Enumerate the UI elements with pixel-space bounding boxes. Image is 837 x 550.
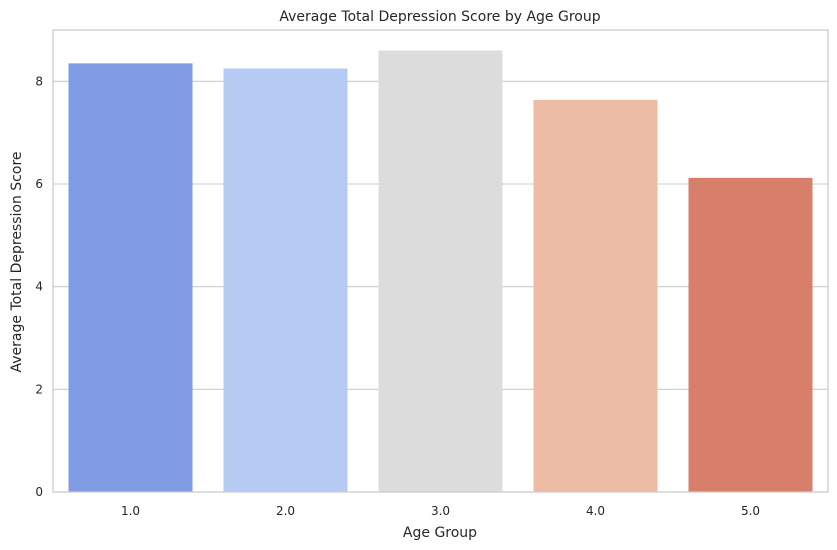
y-tick-label: 2 — [35, 382, 43, 396]
bar-age-group-1.0 — [68, 63, 193, 492]
x-tick-label: 5.0 — [741, 504, 760, 518]
bars — [68, 50, 813, 493]
y-tick-labels: 0 2 4 6 8 — [35, 74, 43, 499]
y-tick-label: 6 — [35, 177, 43, 191]
bar-age-group-2.0 — [223, 68, 348, 492]
y-axis-label: Average Total Depression Score — [9, 151, 25, 372]
plot-frame — [52, 29, 829, 493]
x-tick-label: 3.0 — [431, 504, 450, 518]
y-tick-label: 4 — [35, 280, 43, 294]
x-tick-label: 1.0 — [121, 504, 140, 518]
y-tick-label: 8 — [35, 74, 43, 88]
y-tick-label: 0 — [35, 485, 43, 499]
bar-age-group-3.0 — [378, 50, 503, 493]
x-tick-label: 4.0 — [586, 504, 605, 518]
x-axis-label: Age Group — [403, 525, 477, 541]
chart-title: Average Total Depression Score by Age Gr… — [279, 9, 600, 25]
x-tick-labels: 1.0 2.0 3.0 4.0 5.0 — [121, 504, 760, 518]
bar-age-group-4.0 — [533, 99, 658, 493]
bar-age-group-5.0 — [688, 177, 813, 492]
x-tick-label: 2.0 — [276, 504, 295, 518]
